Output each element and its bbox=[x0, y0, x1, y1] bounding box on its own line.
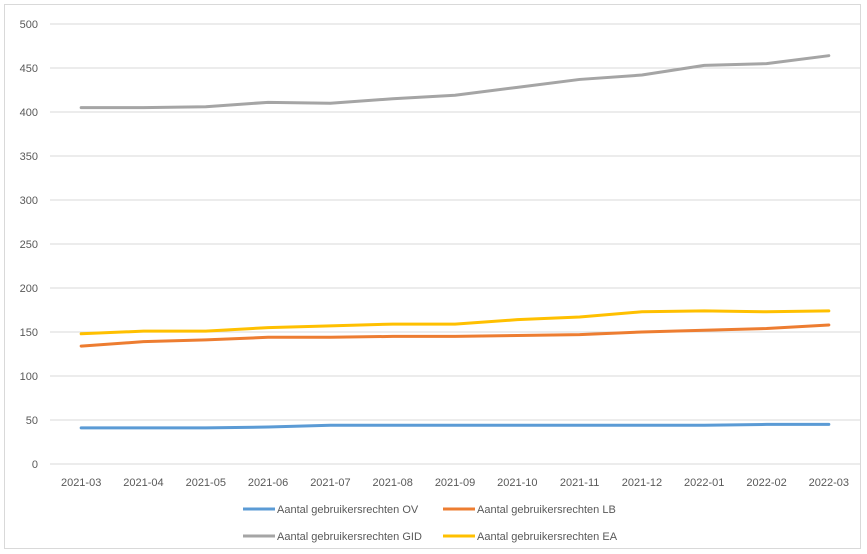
x-tick-label: 2021-11 bbox=[560, 477, 600, 489]
legend-item: Aantal gebruikersrechten GID bbox=[243, 531, 422, 543]
y-axis-ticks: 0 50 100 150 200 250 300 350 400 450 500 bbox=[20, 19, 38, 471]
x-axis-ticks: 2021-03 2021-04 2021-05 2021-06 2021-07 2021-… bbox=[61, 477, 849, 489]
y-tick-label: 150 bbox=[20, 327, 38, 339]
y-tick-label: 450 bbox=[20, 63, 38, 75]
series-line-4 bbox=[79, 309, 831, 336]
x-tick-label: 2021-04 bbox=[123, 477, 163, 489]
y-tick-label: 250 bbox=[20, 239, 38, 251]
chart-frame: 0 50 100 150 200 250 300 350 400 450 500 2021-03 20… bbox=[4, 4, 861, 549]
x-tick-label: 2021-03 bbox=[61, 477, 101, 489]
x-tick-label: 2021-06 bbox=[248, 477, 288, 489]
y-tick-label: 100 bbox=[20, 371, 38, 383]
legend-label: Aantal gebruikersrechten LB bbox=[477, 504, 616, 516]
series-lines bbox=[79, 54, 831, 430]
legend-item: Aantal gebruikersrechten EA bbox=[443, 531, 618, 543]
x-tick-label: 2021-10 bbox=[497, 477, 537, 489]
y-tick-label: 350 bbox=[20, 151, 38, 163]
legend: Aantal gebruikersrechten OV Aantal gebrui… bbox=[243, 504, 618, 543]
series-line-2 bbox=[79, 323, 831, 348]
legend-item: Aantal gebruikersrechten OV bbox=[243, 504, 419, 516]
x-tick-label: 2021-05 bbox=[186, 477, 226, 489]
legend-label: Aantal gebruikersrechten EA bbox=[477, 531, 618, 543]
series-line-3 bbox=[79, 54, 831, 110]
y-tick-label: 400 bbox=[20, 107, 38, 119]
legend-item: Aantal gebruikersrechten LB bbox=[443, 504, 616, 516]
x-tick-label: 2021-08 bbox=[373, 477, 413, 489]
y-tick-label: 50 bbox=[26, 415, 38, 427]
y-tick-label: 200 bbox=[20, 283, 38, 295]
x-tick-label: 2021-09 bbox=[435, 477, 475, 489]
x-tick-label: 2022-03 bbox=[809, 477, 849, 489]
x-tick-label: 2022-01 bbox=[684, 477, 724, 489]
x-tick-label: 2022-02 bbox=[746, 477, 786, 489]
x-tick-label: 2021-07 bbox=[310, 477, 350, 489]
x-tick-label: 2021-12 bbox=[622, 477, 662, 489]
y-tick-label: 500 bbox=[20, 19, 38, 31]
legend-label: Aantal gebruikersrechten GID bbox=[277, 531, 422, 543]
gridlines bbox=[50, 23, 860, 465]
y-tick-label: 0 bbox=[32, 459, 38, 471]
y-tick-label: 300 bbox=[20, 195, 38, 207]
series-line-1 bbox=[79, 422, 831, 430]
legend-label: Aantal gebruikersrechten OV bbox=[277, 504, 419, 516]
